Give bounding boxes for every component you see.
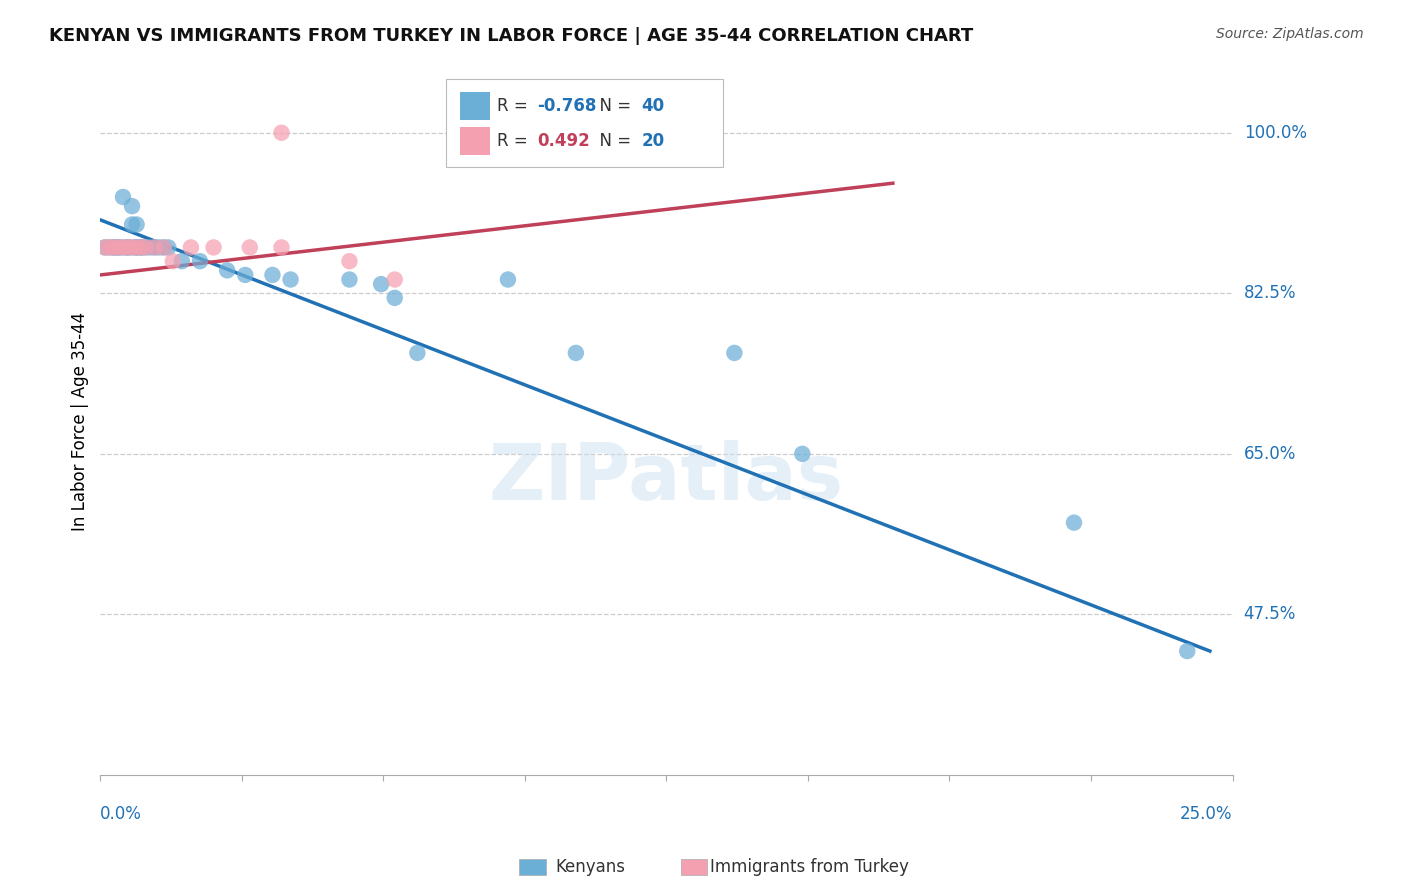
Text: Source: ZipAtlas.com: Source: ZipAtlas.com [1216,27,1364,41]
Text: R =: R = [496,97,533,115]
Point [98,240,121,254]
Text: R =: R = [496,132,538,150]
Point [370,277,392,292]
Text: ZIPatlas: ZIPatlas [489,441,844,516]
Point [125,240,148,254]
Point [135,240,157,254]
Point [103,240,125,254]
Point [111,240,134,254]
Text: 47.5%: 47.5% [1244,606,1296,624]
Point [152,240,174,254]
Point [129,240,152,254]
Text: 82.5%: 82.5% [1244,285,1296,302]
Point [157,240,180,254]
Point [565,346,588,360]
Point [103,240,125,254]
Point [94,240,117,254]
Point [262,268,284,282]
Point [107,240,129,254]
Point [280,272,302,286]
FancyBboxPatch shape [446,79,723,168]
Point [107,240,129,254]
Text: -0.768: -0.768 [537,97,596,115]
Point [129,240,152,254]
Point [406,346,429,360]
Text: 25.0%: 25.0% [1180,805,1233,823]
Point [170,254,193,268]
Point [792,447,814,461]
Point [103,240,125,254]
Point [202,240,225,254]
Point [233,268,256,282]
FancyBboxPatch shape [460,128,489,155]
Point [217,263,239,277]
Point [135,240,157,254]
Point [117,240,139,254]
FancyBboxPatch shape [460,92,489,120]
Point [1063,516,1085,530]
Point [98,240,121,254]
Point [125,218,148,232]
Point [188,254,211,268]
Point [121,240,143,254]
Point [125,240,148,254]
Point [143,240,166,254]
Text: 20: 20 [641,132,665,150]
Point [121,199,143,213]
Point [270,240,292,254]
Text: N =: N = [589,97,637,115]
Point [117,240,139,254]
Point [496,272,519,286]
Point [125,240,148,254]
Point [107,240,129,254]
Text: 0.492: 0.492 [537,132,591,150]
Point [129,240,152,254]
Text: Immigrants from Turkey: Immigrants from Turkey [710,858,908,876]
Text: KENYAN VS IMMIGRANTS FROM TURKEY IN LABOR FORCE | AGE 35-44 CORRELATION CHART: KENYAN VS IMMIGRANTS FROM TURKEY IN LABO… [49,27,973,45]
Point [162,254,184,268]
Point [139,240,162,254]
Point [1175,644,1198,658]
Point [117,240,139,254]
Point [121,218,143,232]
Point [152,240,174,254]
Point [270,126,292,140]
Text: 65.0%: 65.0% [1244,445,1296,463]
Point [180,240,202,254]
Point [339,272,361,286]
Point [384,272,406,286]
Point [723,346,745,360]
Point [111,190,134,204]
Point [339,254,361,268]
Point [121,240,143,254]
Point [239,240,262,254]
Text: 0.0%: 0.0% [100,805,142,823]
Y-axis label: In Labor Force | Age 35-44: In Labor Force | Age 35-44 [72,312,89,532]
Point [111,240,134,254]
Text: 40: 40 [641,97,665,115]
Text: Kenyans: Kenyans [555,858,626,876]
Text: 100.0%: 100.0% [1244,124,1306,142]
Point [384,291,406,305]
Point [143,240,166,254]
Point [94,240,117,254]
Text: N =: N = [589,132,637,150]
Point [148,240,170,254]
